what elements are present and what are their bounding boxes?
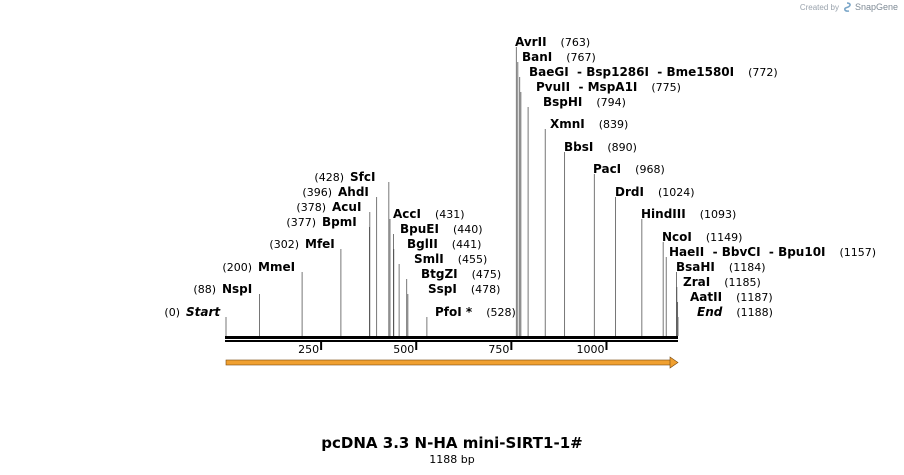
site-position: (431) [435,208,465,221]
site-position: (1185) [724,276,761,289]
site-name: AvrII [515,35,547,49]
feature-track [225,356,679,369]
snapgene-logo-icon [843,2,851,12]
ruler-tick-label: 1000 [576,343,604,356]
site-position: (839) [599,118,629,131]
site-name: HaeII - BbvCI - Bpu10I [669,245,826,259]
site-name: BpuEI [400,222,439,236]
sequence-backbone [225,336,678,342]
site-name: MmeI [258,260,295,274]
site-position: (1157) [840,246,877,259]
site-position: (968) [635,163,665,176]
site-position: (528) [486,306,516,319]
site-name: NspI [222,282,252,296]
site-labels: Start(0)NspI(88)MmeI(200)MfeI(302)BpmI(3… [164,35,876,319]
site-name: PfoI * [435,305,473,319]
site-position: (1188) [736,306,773,319]
site-position: (763) [561,36,591,49]
ruler-tick-label: 750 [488,343,509,356]
site-position: (475) [472,268,502,281]
site-position: (378) [296,201,326,214]
site-name: BglII [407,237,438,251]
site-name: MfeI [305,237,335,251]
site-position: (440) [453,223,483,236]
feature-arrow-head [669,356,679,369]
site-position: (775) [651,81,681,94]
site-name: BbsI [564,140,593,154]
site-name: AhdI [338,185,369,199]
sequence-length: 1188 bp [429,453,475,466]
site-position: (767) [566,51,596,64]
site-name: PvuII - MspA1I [536,80,637,94]
site-name: SspI [428,282,457,296]
site-name: BsaHI [676,260,715,274]
site-name: NcoI [662,230,692,244]
site-name: PacI [593,162,621,176]
site-position: (772) [748,66,778,79]
credit-brand: SnapGene [854,2,898,12]
sequence-map: 250 500 750 1000 Start (0) NspI (88) MmeI (200) M… [164,35,876,369]
credit-prefix: Created by [799,2,839,12]
site-position: (1184) [729,261,766,274]
site-position: (88) [193,283,216,296]
ruler-tick-label: 250 [298,343,319,356]
site-position: (200) [222,261,252,274]
site-name: DrdI [615,185,644,199]
site-name: BpmI [322,215,357,229]
site-position: (0) [164,306,180,319]
ruler-ticks: 250 500 750 1000 [298,342,608,356]
site-position: (1024) [658,186,695,199]
site-position: (1093) [700,208,737,221]
feature-arrow-body [225,359,672,366]
site-position: (428) [314,171,344,184]
site-position: (1187) [736,291,773,304]
site-position: (302) [269,238,299,251]
site-name: HindIII [641,207,686,221]
site-position: (478) [471,283,501,296]
page-title: pcDNA 3.3 N-HA mini-SIRT1-1# [321,434,583,452]
site-name: SmlI [414,252,444,266]
ruler-tick-label: 500 [393,343,414,356]
site-position: (1149) [706,231,743,244]
site-position: (794) [596,96,626,109]
site-name: AatII [690,290,722,304]
site-name: XmnI [550,117,585,131]
site-position: (377) [286,216,316,229]
backbone-top-strand [225,336,678,339]
site-name: AccI [393,207,421,221]
site-name: BtgZI [421,267,458,281]
site-position: (441) [452,238,482,251]
site-name: BaeGI - Bsp1286I - Bme1580I [529,65,734,79]
site-name: ZraI [683,275,710,289]
site-position: (455) [458,253,488,266]
site-name: BanI [522,50,552,64]
site-position: (890) [607,141,637,154]
site-name: AcuI [332,200,361,214]
site-lines [225,47,679,336]
site-name: End [697,305,723,319]
site-position: (396) [302,186,332,199]
backbone-bottom-strand [225,340,678,342]
snapgene-credit: Created by SnapGene [800,2,898,12]
site-name: SfcI [350,170,375,184]
site-name: BspHI [543,95,582,109]
site-name: Start [186,305,221,319]
